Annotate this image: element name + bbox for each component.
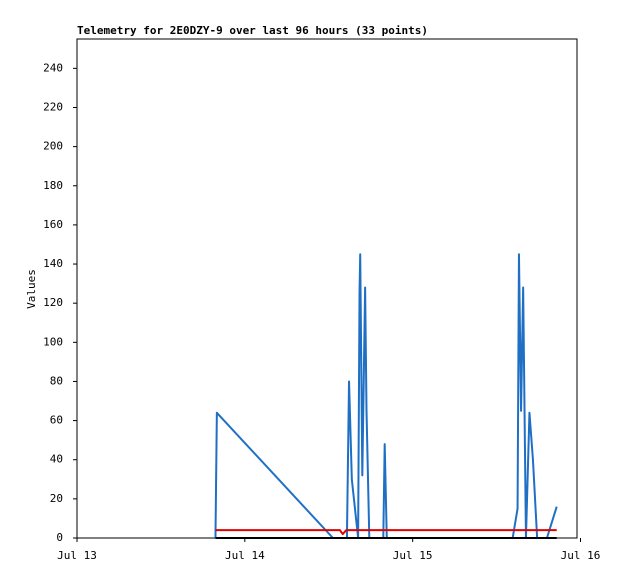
y-tick-label: 120 <box>43 296 63 309</box>
plot-area <box>76 38 578 539</box>
y-tick-label: 220 <box>43 100 63 113</box>
y-tick-label: 40 <box>50 453 63 466</box>
y-tick-label: 180 <box>43 179 63 192</box>
y-tick-label: 140 <box>43 257 63 270</box>
y-tick-label: 0 <box>56 531 63 544</box>
x-tick-label: Jul 16 <box>561 549 601 562</box>
y-tick-label: 20 <box>50 492 63 505</box>
data-line <box>215 529 557 536</box>
y-tick-label: 60 <box>50 414 63 427</box>
chart-title: Telemetry for 2E0DZY-9 over last 96 hour… <box>77 24 428 37</box>
y-tick-label: 160 <box>43 218 63 231</box>
y-tick-label: 240 <box>43 61 63 74</box>
data-line <box>214 253 558 539</box>
y-tick-label: 80 <box>50 374 63 387</box>
x-tick-label: Jul 14 <box>225 549 265 562</box>
y-tick-label: 200 <box>43 140 63 153</box>
x-tick-label: Jul 15 <box>393 549 433 562</box>
y-tick-label: 100 <box>43 335 63 348</box>
x-tick-label: Jul 13 <box>57 549 97 562</box>
y-axis-label: Values <box>25 269 38 309</box>
